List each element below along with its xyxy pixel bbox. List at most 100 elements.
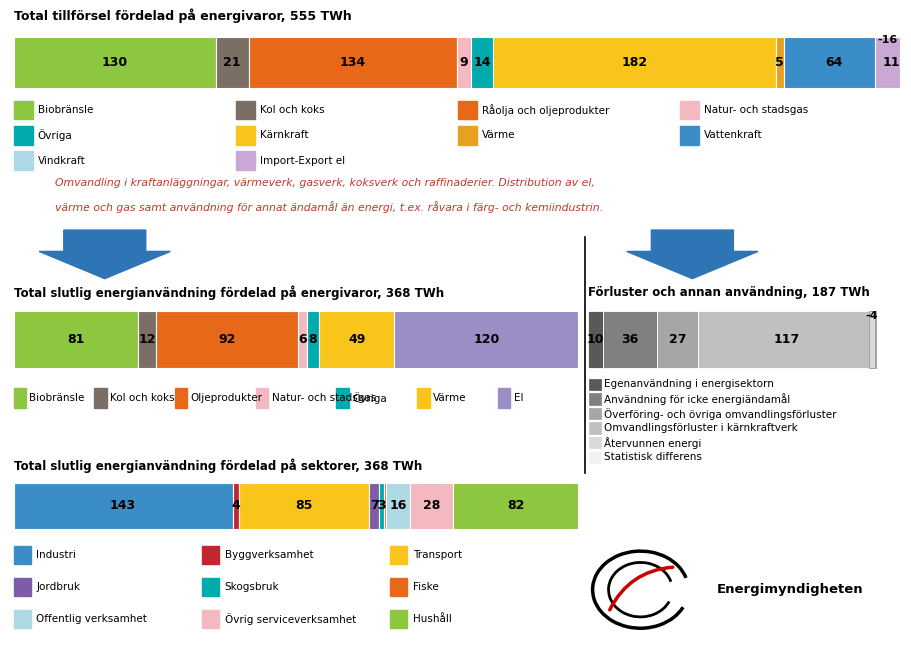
Bar [680,100,700,119]
Bar [453,483,578,529]
Bar [14,100,33,119]
Bar [202,610,219,628]
Text: Övriga: Övriga [353,392,387,404]
Text: Natur- och stadsgas: Natur- och stadsgas [704,105,808,115]
Bar [307,311,319,367]
Text: 64: 64 [824,56,842,69]
Text: 7: 7 [370,499,378,513]
Text: El: El [514,393,523,403]
Bar [457,37,471,87]
Bar [776,37,783,87]
Bar [589,422,600,434]
Text: 85: 85 [295,499,312,513]
Text: Användning för icke energiändamål: Användning för icke energiändamål [604,393,791,405]
Text: Fiske: Fiske [413,582,438,592]
Text: 8: 8 [309,332,317,346]
Text: 11: 11 [883,56,901,69]
Text: värme och gas samt användning för annat ändamål än energi, t.ex. råvara i färg- : värme och gas samt användning för annat … [55,202,603,213]
Text: Överföring- och övriga omvandlingsförluster: Överföring- och övriga omvandlingsförlus… [604,408,836,419]
Bar [589,393,600,405]
Bar [236,151,255,170]
Bar [603,311,657,367]
Bar [157,311,298,367]
Text: Övriga: Övriga [37,129,72,141]
Text: 81: 81 [67,332,85,346]
Bar [14,546,31,564]
Text: Natur- och stadsgas: Natur- och stadsgas [271,393,376,403]
Text: 27: 27 [669,332,686,346]
Text: 92: 92 [219,332,236,346]
Text: Kol och koks: Kol och koks [110,393,175,403]
Bar [589,437,600,448]
Text: Industri: Industri [36,550,77,560]
Text: Egenanvändning i energisektorn: Egenanvändning i energisektorn [604,380,774,389]
Bar [14,579,31,596]
Text: 117: 117 [773,332,799,346]
Text: Förluster och annan användning, 187 TWh: Förluster och annan användning, 187 TWh [588,286,869,299]
Text: Kärnkraft: Kärnkraft [260,130,308,140]
Text: Jordbruk: Jordbruk [36,582,80,592]
Text: 5: 5 [775,56,784,69]
Text: 6: 6 [298,332,306,346]
Text: 49: 49 [348,332,365,346]
Bar [202,546,219,564]
Bar [216,37,249,87]
Text: 120: 120 [474,332,499,346]
Text: Vindkraft: Vindkraft [37,156,86,165]
Bar [14,126,33,145]
Bar [14,483,232,529]
Bar [14,311,138,367]
Bar [417,388,429,408]
Bar [884,37,900,87]
Bar [232,483,239,529]
Text: -16: -16 [878,34,898,45]
Text: Byggverksamhet: Byggverksamhet [224,550,313,560]
Text: Vattenkraft: Vattenkraft [704,130,763,140]
Text: Omvandlingsförluster i kärnkraftverk: Omvandlingsförluster i kärnkraftverk [604,423,798,433]
Text: 16: 16 [389,499,406,513]
Bar [588,311,603,367]
Bar [875,311,876,367]
Text: 21: 21 [223,56,241,69]
Bar [783,37,884,87]
Text: 82: 82 [507,499,525,513]
Text: Kol och koks: Kol och koks [260,105,324,115]
Bar [95,388,107,408]
Bar [875,37,900,87]
Bar [256,388,268,408]
Text: 130: 130 [102,56,128,69]
Text: 28: 28 [423,499,440,513]
Text: Transport: Transport [413,550,462,560]
Text: 10: 10 [587,332,604,346]
Text: Energimyndigheten: Energimyndigheten [717,583,864,596]
Text: Biobränsle: Biobränsle [37,105,93,115]
Text: Statistisk differens: Statistisk differens [604,452,702,462]
Bar [236,126,255,145]
Text: Omvandling i kraftanläggningar, värmeverk, gasverk, koksverk och raffinaderier. : Omvandling i kraftanläggningar, värmever… [55,178,595,188]
Bar [497,388,510,408]
Text: 182: 182 [621,56,648,69]
Text: 9: 9 [460,56,468,69]
Bar [369,483,380,529]
Bar [236,100,255,119]
Text: Hushåll: Hushåll [413,614,452,624]
Bar [410,483,453,529]
Bar [698,311,875,367]
Bar [138,311,157,367]
Text: -4: -4 [865,311,878,321]
Text: 3: 3 [377,499,386,513]
Bar [14,388,26,408]
Text: Biobränsle: Biobränsle [29,393,85,403]
Bar [175,388,188,408]
Bar [319,311,394,367]
Text: Offentlig verksamhet: Offentlig verksamhet [36,614,148,624]
Bar [380,483,384,529]
Text: 143: 143 [110,499,136,513]
Bar [202,579,219,596]
Text: 12: 12 [138,332,156,346]
Bar [657,311,698,367]
Bar [298,311,307,367]
Text: Råolja och oljeprodukter: Råolja och oljeprodukter [482,104,609,116]
Bar [336,388,349,408]
Bar [680,126,700,145]
